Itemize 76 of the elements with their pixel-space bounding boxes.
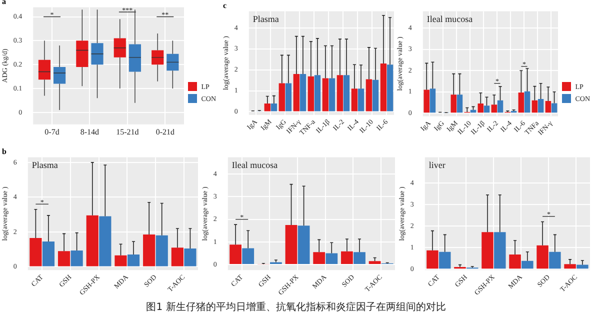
bar <box>313 252 326 264</box>
text: b <box>2 147 6 156</box>
bar <box>298 226 310 264</box>
bar <box>326 253 338 264</box>
bar <box>278 83 286 112</box>
bar <box>545 100 552 113</box>
bar <box>341 251 353 264</box>
bar <box>184 248 196 266</box>
bar <box>30 238 42 266</box>
x-tick-label: 0-7d <box>44 127 60 136</box>
bar <box>549 252 561 269</box>
bar <box>285 224 298 264</box>
bar <box>293 74 300 112</box>
bar <box>484 106 490 113</box>
bar <box>270 104 278 112</box>
bar <box>264 104 270 112</box>
bar <box>524 91 530 113</box>
bar <box>430 88 436 113</box>
bar <box>366 79 372 112</box>
bar <box>127 254 140 266</box>
chart-title: Ileal mucosa <box>426 14 473 24</box>
bar <box>242 248 254 264</box>
bar <box>538 99 544 113</box>
bar <box>328 78 336 112</box>
bar <box>143 234 156 266</box>
bar <box>308 76 314 112</box>
bar <box>314 75 321 112</box>
bar <box>336 75 344 112</box>
chart-title: Plasma <box>32 160 58 170</box>
bar <box>300 74 306 112</box>
bar <box>491 104 498 113</box>
bar <box>497 100 504 113</box>
bar <box>380 64 387 112</box>
bar <box>532 100 538 113</box>
bar <box>386 64 394 112</box>
bar <box>576 264 588 269</box>
bar <box>156 235 168 266</box>
bar <box>368 261 381 264</box>
bar <box>322 78 329 112</box>
bar <box>564 264 576 269</box>
bar <box>354 252 366 264</box>
bar <box>42 242 55 266</box>
bar <box>536 245 548 269</box>
x-tick-label: 8-14d <box>80 127 100 136</box>
chart-title: liver <box>428 160 446 170</box>
bar <box>518 92 524 113</box>
bar <box>456 94 463 113</box>
bar <box>70 250 83 266</box>
x-tick-label: 0-21d <box>156 127 174 136</box>
bar <box>372 80 379 112</box>
bar <box>86 215 98 266</box>
bar <box>551 103 558 113</box>
bar <box>426 250 438 269</box>
bar <box>351 88 358 112</box>
text: c <box>223 1 227 10</box>
bar <box>285 83 292 112</box>
bar <box>478 104 484 113</box>
bar <box>424 90 430 113</box>
bar <box>509 254 521 269</box>
bar <box>482 232 494 269</box>
caption: 图1 新生仔猪的平均日增重、抗氧化指标和炎症因子在两组间的对比 <box>145 300 447 314</box>
bar <box>114 255 127 266</box>
bar <box>230 244 242 264</box>
bar <box>494 232 506 269</box>
x-tick-label: 15-21d <box>116 127 139 136</box>
bar <box>343 75 350 112</box>
text: a <box>2 0 6 6</box>
bar <box>99 216 112 266</box>
bar <box>438 252 451 269</box>
chart-title: Plasma <box>252 14 279 24</box>
bar <box>58 251 70 266</box>
bar <box>171 248 184 266</box>
bar <box>522 260 534 269</box>
chart-title: Ileal mucosa <box>232 160 278 170</box>
bar <box>450 94 457 113</box>
bar <box>358 88 364 112</box>
